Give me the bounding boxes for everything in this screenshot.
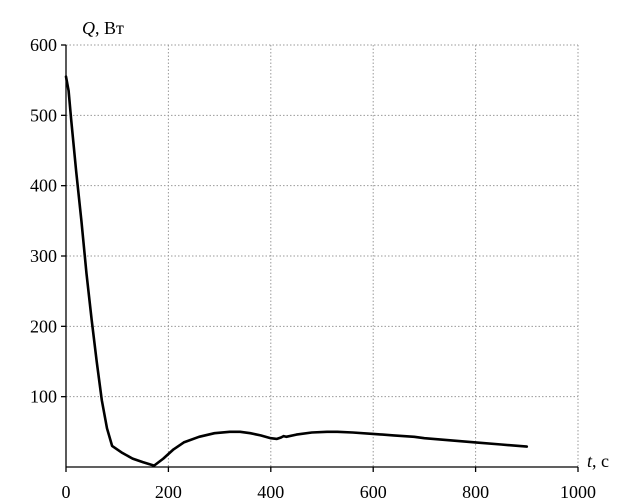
grid [66,44,579,467]
y-axis-variable: Q [82,18,95,38]
y-tick-label: 100 [30,387,57,407]
y-tick-label: 500 [30,105,57,125]
x-axis-unit: , с [592,451,609,471]
x-tick-label: 600 [360,482,387,502]
y-tick-label: 300 [30,246,57,266]
y-tick-label: 400 [30,176,57,196]
x-tick-label: 800 [462,482,489,502]
series-line [64,75,529,467]
x-tick-label: 200 [155,482,182,502]
y-axis-label: Q, Вт [82,18,124,38]
series-group [64,75,529,467]
y-tick-label: 200 [30,316,57,336]
y-ticks: 100 200 300 400 500 600 [30,35,66,407]
x-ticks: 0 200 400 600 800 1000 [62,467,596,502]
x-axis-label: t, с [587,451,609,471]
y-axis-unit: , Вт [95,18,124,38]
x-axis-variable: t [587,451,593,471]
x-tick-label: 0 [62,482,71,502]
x-tick-label: 1000 [560,482,596,502]
y-tick-label: 600 [30,35,57,55]
x-tick-label: 400 [257,482,284,502]
